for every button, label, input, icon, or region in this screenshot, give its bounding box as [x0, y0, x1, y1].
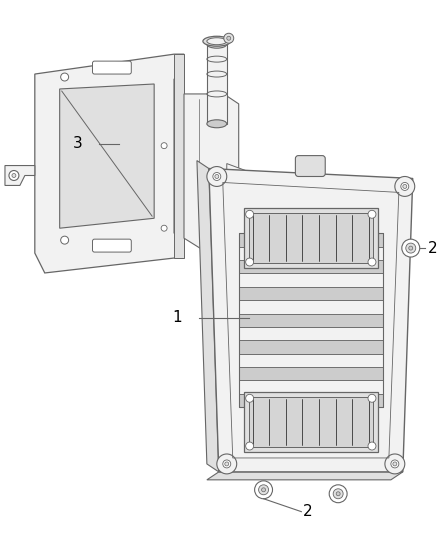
Circle shape — [368, 211, 376, 218]
Polygon shape — [239, 273, 383, 287]
Circle shape — [258, 485, 268, 495]
FancyBboxPatch shape — [92, 61, 131, 74]
Polygon shape — [239, 327, 383, 340]
Polygon shape — [209, 168, 413, 472]
Circle shape — [225, 462, 229, 466]
Circle shape — [395, 176, 415, 196]
Circle shape — [254, 481, 272, 499]
Text: 2: 2 — [304, 504, 313, 519]
Circle shape — [393, 462, 397, 466]
Ellipse shape — [207, 120, 227, 128]
Polygon shape — [239, 394, 383, 407]
Circle shape — [403, 184, 407, 189]
Circle shape — [246, 211, 254, 218]
Circle shape — [213, 173, 221, 181]
Circle shape — [12, 174, 16, 177]
FancyBboxPatch shape — [295, 156, 325, 176]
Circle shape — [409, 246, 413, 250]
Circle shape — [161, 225, 167, 231]
Circle shape — [231, 191, 236, 196]
Polygon shape — [5, 166, 35, 185]
Ellipse shape — [203, 36, 231, 46]
Polygon shape — [249, 397, 373, 447]
Circle shape — [227, 36, 231, 40]
Polygon shape — [244, 392, 378, 452]
Circle shape — [385, 454, 405, 474]
Polygon shape — [197, 160, 219, 472]
Polygon shape — [239, 247, 383, 260]
Circle shape — [9, 171, 19, 181]
Polygon shape — [239, 381, 383, 394]
Polygon shape — [239, 233, 383, 247]
Text: 1: 1 — [172, 310, 182, 325]
Ellipse shape — [207, 40, 227, 48]
Circle shape — [333, 489, 343, 499]
FancyBboxPatch shape — [92, 239, 131, 252]
Polygon shape — [239, 354, 383, 367]
Circle shape — [217, 454, 237, 474]
Circle shape — [368, 258, 376, 266]
Circle shape — [161, 143, 167, 149]
Polygon shape — [227, 164, 258, 225]
Polygon shape — [239, 367, 383, 381]
Circle shape — [243, 177, 251, 185]
Polygon shape — [249, 213, 373, 263]
Circle shape — [261, 488, 265, 492]
Circle shape — [329, 485, 347, 503]
Polygon shape — [184, 94, 239, 263]
Circle shape — [215, 174, 219, 179]
Bar — [207, 44, 227, 124]
Circle shape — [401, 182, 409, 190]
Text: 3: 3 — [73, 136, 82, 151]
Polygon shape — [174, 54, 184, 258]
Polygon shape — [239, 313, 383, 327]
Circle shape — [391, 460, 399, 468]
Circle shape — [246, 442, 254, 450]
Circle shape — [402, 239, 420, 257]
Circle shape — [246, 394, 254, 402]
Circle shape — [246, 258, 254, 266]
Circle shape — [61, 236, 69, 244]
Circle shape — [336, 492, 340, 496]
Circle shape — [207, 166, 227, 187]
Polygon shape — [239, 300, 383, 313]
Circle shape — [223, 460, 231, 468]
Polygon shape — [35, 54, 184, 273]
Polygon shape — [60, 84, 154, 228]
Text: 2: 2 — [427, 240, 437, 256]
Circle shape — [228, 188, 240, 199]
Ellipse shape — [207, 38, 227, 45]
Circle shape — [224, 33, 234, 43]
Circle shape — [243, 213, 251, 221]
Circle shape — [406, 243, 416, 253]
Polygon shape — [239, 287, 383, 300]
Polygon shape — [239, 260, 383, 273]
Polygon shape — [207, 472, 403, 480]
Polygon shape — [239, 340, 383, 354]
Circle shape — [368, 394, 376, 402]
Circle shape — [368, 442, 376, 450]
Circle shape — [61, 73, 69, 81]
Polygon shape — [244, 208, 378, 268]
